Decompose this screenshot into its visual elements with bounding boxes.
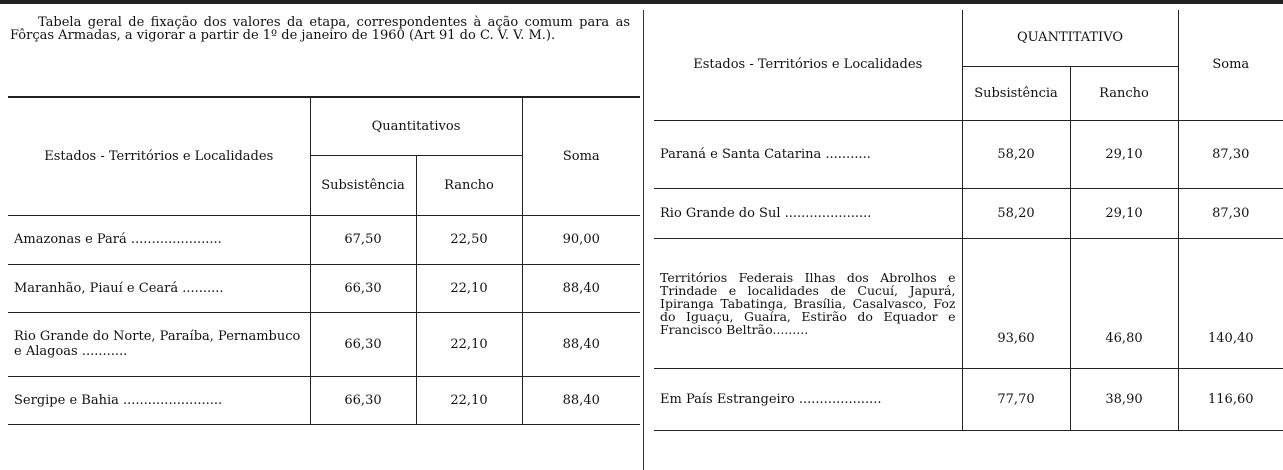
table-caption: Tabela geral de fixação dos valores da e… <box>10 15 630 43</box>
left-table: Estados - Territórios e Localidades Quan… <box>8 96 640 425</box>
table-row: Amazonas e Pará ...................... 67… <box>8 214 640 264</box>
table-row: Rio Grande do Norte, Paraíba, Pernambuco… <box>8 311 640 376</box>
table-row: Rio Grande do Sul ..................... 5… <box>654 187 1283 238</box>
header-group: QUANTITATIVO <box>961 10 1178 67</box>
table-row: Maranhão, Piauí e Ceará .......... 66,30 2… <box>8 263 640 312</box>
header-subsistencia: Subsistência <box>961 66 1070 120</box>
table-row: Paraná e Santa Catarina ........... 58,20… <box>654 119 1283 188</box>
header-label: Estados - Territórios e Localidades <box>693 57 923 73</box>
top-rule <box>0 0 1283 4</box>
header-rancho: Rancho <box>415 155 522 215</box>
table-row: Sergipe e Bahia ........................… <box>8 375 640 425</box>
table-row: Territórios Federais Ilhas dos Abrolhos … <box>654 237 1283 368</box>
column-divider <box>643 10 644 470</box>
header-rancho: Rancho <box>1069 66 1178 120</box>
header-soma: Soma <box>1177 10 1283 120</box>
header-label: Estados - Territórios e Localidades <box>8 96 310 215</box>
header-soma: Soma <box>521 96 640 215</box>
table-row: Em País Estrangeiro ....................… <box>654 367 1283 431</box>
header-subsistencia: Subsistência <box>309 155 416 215</box>
right-table: Estados - Territórios e Localidades QUAN… <box>654 10 1283 431</box>
header-group: Quantitativos <box>309 96 522 156</box>
